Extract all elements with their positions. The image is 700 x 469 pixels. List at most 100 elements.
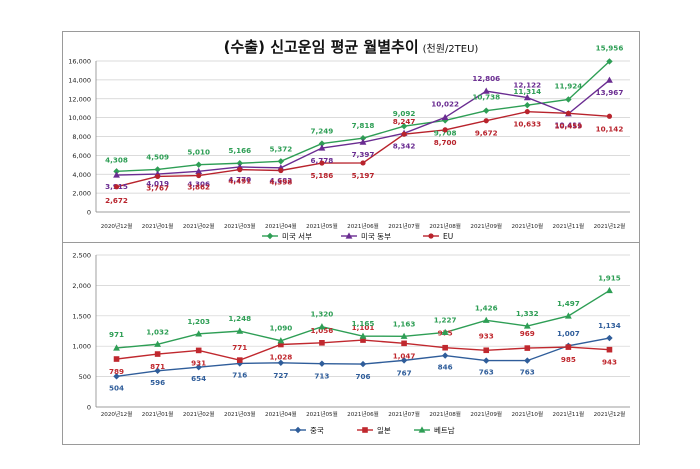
chart2-legend-label: 일본	[377, 426, 391, 435]
chart1-point	[442, 127, 448, 133]
chart1-data-label: 13,967	[596, 88, 624, 97]
chart2-data-label: 871	[150, 362, 165, 371]
chart1-legend-marker	[266, 232, 274, 240]
chart2-xtick-label: 2021년10월	[511, 410, 543, 418]
chart2-data-label: 716	[232, 370, 247, 379]
chart2-data-label: 1,134	[598, 321, 621, 330]
chart2-ytick-label: 1,500	[72, 312, 91, 320]
chart1-data-label: 4,019	[146, 179, 169, 188]
chart2-data-label: 789	[109, 367, 124, 376]
chart2-data-label: 1,028	[269, 352, 292, 361]
chart2-xtick-label: 2021년06월	[347, 410, 379, 418]
chart2-data-label: 1,426	[475, 303, 498, 312]
chart1-data-label: 8,247	[393, 117, 416, 126]
chart2-data-label: 1,007	[557, 329, 580, 338]
chart2-point	[318, 323, 326, 330]
chart1-xtick-label: 2021년07월	[388, 222, 420, 230]
chart1-point	[606, 113, 613, 119]
chart2-point	[606, 346, 613, 353]
chart2-point	[524, 345, 531, 351]
chart2-data-label: 771	[232, 343, 247, 352]
chart1-data-label: 4,308	[105, 155, 128, 164]
chart2-point	[277, 359, 285, 366]
chart2-data-label: 971	[109, 330, 124, 339]
chart2-point	[195, 347, 202, 354]
chart1-point	[482, 87, 490, 94]
chart1-ytick-label: 8,000	[72, 133, 91, 141]
chart2-point	[195, 364, 202, 371]
chart1-ytick-label: 14,000	[68, 76, 91, 84]
chart1-data-label: 4,491	[228, 177, 251, 186]
chart1-data-label: 4,306	[187, 179, 210, 188]
chart2-point	[606, 334, 613, 342]
chart2-data-label: 1,032	[146, 327, 169, 336]
chart1-data-label: 5,166	[228, 146, 251, 155]
chart1-point	[441, 113, 449, 121]
chart2-xtick-label: 2021년09월	[470, 410, 502, 418]
chart2-data-label: 763	[479, 368, 494, 377]
chart1-data-label: 15,956	[596, 43, 624, 52]
chart1-xtick-label: 2021년09월	[470, 222, 502, 230]
chart1-data-label: 5,010	[187, 148, 210, 157]
chart2-point	[606, 286, 613, 294]
chart2-point	[236, 357, 243, 363]
chart1-data-label: 5,186	[311, 171, 334, 180]
chart2-legend-marker	[294, 426, 302, 434]
chart1-xtick-label: 2021년03월	[224, 222, 256, 230]
chart1-legend-label: EU	[443, 232, 453, 241]
chart1-data-label: 3,862	[187, 183, 210, 192]
chart2-point	[442, 344, 448, 351]
chart2-data-label: 931	[191, 358, 206, 367]
chart2-data-label: 727	[273, 371, 288, 380]
chart1-ytick-label: 6,000	[72, 152, 91, 160]
chart2-point	[277, 337, 285, 344]
chart1-point	[195, 167, 203, 174]
chart2-point	[319, 339, 325, 346]
chart2-data-label: 1,047	[393, 351, 416, 360]
chart2-data-label: 933	[479, 331, 494, 340]
chart2-point	[359, 360, 367, 368]
chart2-point	[360, 337, 366, 343]
chart2-point	[113, 356, 120, 362]
chart1-point	[113, 171, 120, 178]
chart1-ytick-label: 0	[87, 209, 91, 217]
chart2-point	[359, 332, 367, 339]
chart1-xtick-label: 2021년05월	[306, 222, 338, 230]
chart2-data-label: 763	[520, 368, 535, 377]
chart1-point	[318, 144, 326, 151]
chart1-data-label: 7,397	[352, 150, 375, 159]
chart2-legend-label: 베트남	[434, 426, 455, 435]
chart1-data-label: 9,092	[393, 109, 416, 118]
chart2-xtick-label: 2021년05월	[306, 410, 338, 418]
chart2-data-label: 713	[314, 372, 329, 381]
chart2-data-label: 504	[109, 383, 124, 392]
chart2-point	[113, 344, 120, 351]
chart2-point	[564, 312, 572, 319]
chart2-series-line-1	[116, 337, 610, 378]
chart1-point	[319, 160, 325, 166]
chart1-point	[565, 110, 571, 116]
chart2-point	[236, 327, 244, 334]
chart2-point	[401, 340, 407, 347]
chart1-data-label: 10,633	[513, 120, 541, 129]
chart1-xtick-label: 2021년01월	[142, 222, 174, 230]
chart1-data-label: 3,767	[146, 183, 169, 192]
chart1-data-label: 7,249	[311, 127, 334, 136]
chart2-ytick-label: 1,000	[72, 343, 91, 351]
chart2-data-label: 1,203	[187, 317, 210, 326]
chart1-point	[524, 102, 531, 109]
chart2-point	[524, 357, 531, 364]
chart1-data-label: 10,459	[555, 121, 583, 130]
chart1-legend-label: 미국 동부	[361, 232, 391, 241]
chart2-point	[195, 330, 203, 337]
chart2-point	[154, 367, 161, 374]
chart1-data-label: 4,509	[146, 152, 169, 161]
chart2-xtick-label: 2021년11월	[553, 410, 585, 418]
chart1-data-label: 4,398	[269, 177, 292, 186]
chart2-xtick-label: 2021년04월	[265, 410, 297, 418]
chart1-point	[236, 160, 243, 167]
chart2-legend-marker	[418, 426, 426, 433]
chart1-point	[318, 140, 326, 147]
chart1-data-label: 7,818	[352, 121, 375, 130]
chart1-data-label: 4,770	[228, 175, 251, 184]
